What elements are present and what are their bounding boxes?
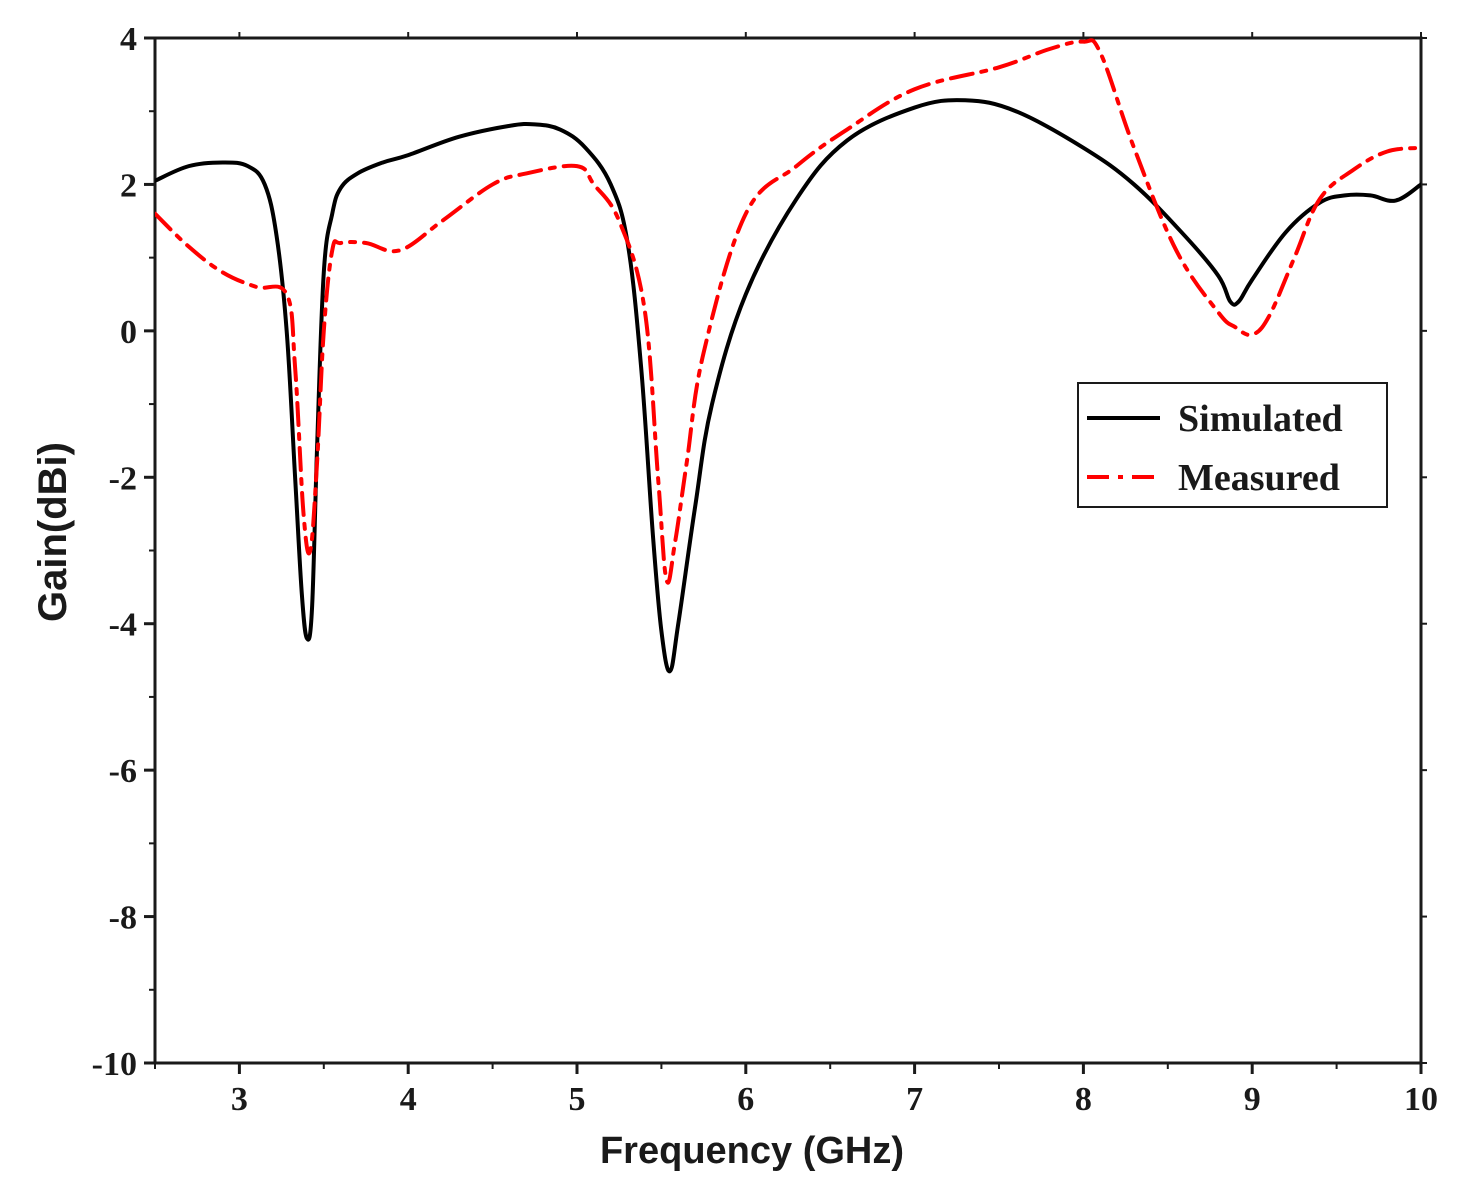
minor-ticks [149, 110, 1338, 1069]
legend-label-measured: Measured [1178, 457, 1340, 499]
y-tick-labels: 4 2 0 -2 -4 -6 -8 -10 [92, 21, 137, 1083]
series-line-measured [155, 38, 1421, 585]
x-tick-label: 10 [1404, 1081, 1438, 1118]
x-tick-label: 9 [1244, 1081, 1261, 1118]
legend-box [1077, 382, 1388, 508]
y-tick-label: -10 [92, 1046, 137, 1083]
y-tick-label: 2 [120, 167, 137, 204]
y-tick-label: -4 [109, 607, 137, 644]
major-ticks [144, 32, 1427, 1074]
y-tick-label: -8 [109, 900, 137, 937]
x-tick-label: 4 [400, 1081, 417, 1118]
x-tick-label: 7 [906, 1081, 923, 1118]
x-tick-label: 5 [569, 1081, 586, 1118]
y-tick-label: -2 [109, 460, 137, 497]
y-tick-label: -6 [109, 753, 137, 790]
y-tick-label: 4 [120, 21, 137, 58]
legend-label-simulated: Simulated [1178, 398, 1343, 440]
x-tick-label: 8 [1075, 1081, 1092, 1118]
series-line-simulated [155, 98, 1421, 674]
series-layer [155, 38, 1421, 674]
x-axis-title: Frequency (GHz) [600, 1130, 904, 1172]
legend: Simulated Measured [1077, 382, 1388, 508]
x-tick-labels: 3 4 5 6 7 8 9 10 [231, 1081, 1438, 1118]
x-tick-label: 3 [231, 1081, 248, 1118]
x-tick-label: 6 [737, 1081, 754, 1118]
y-tick-label: 0 [120, 314, 137, 351]
plot-frame [153, 36, 1423, 1065]
y-axis-title: Gain(dBi) [31, 442, 75, 622]
